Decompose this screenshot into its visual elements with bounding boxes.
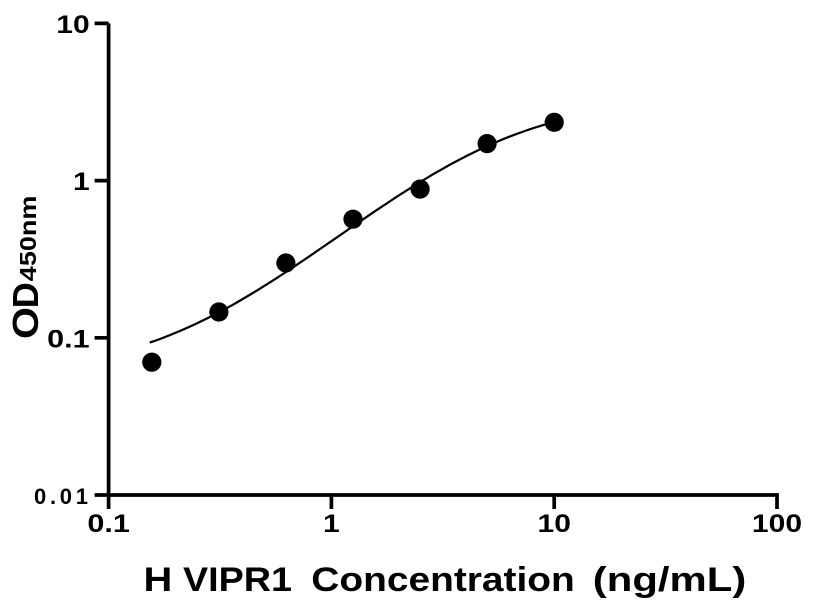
svg-text:1: 1: [73, 169, 90, 196]
svg-text:0.01: 0.01: [34, 484, 88, 509]
svg-text:(ng/mL): (ng/mL): [593, 561, 747, 599]
svg-text:10: 10: [538, 511, 571, 538]
svg-text:0.1: 0.1: [87, 511, 130, 538]
svg-text:1: 1: [323, 511, 340, 538]
svg-text:H: H: [144, 561, 173, 599]
svg-text:450nm: 450nm: [15, 196, 41, 282]
svg-text:100: 100: [752, 511, 802, 538]
svg-text:10: 10: [56, 12, 89, 39]
svg-text:VIPR1: VIPR1: [183, 561, 292, 599]
svg-text:O: O: [5, 307, 46, 339]
svg-text:Concentration: Concentration: [311, 561, 575, 599]
svg-text:0.1: 0.1: [47, 326, 90, 353]
svg-text:D: D: [5, 282, 46, 308]
